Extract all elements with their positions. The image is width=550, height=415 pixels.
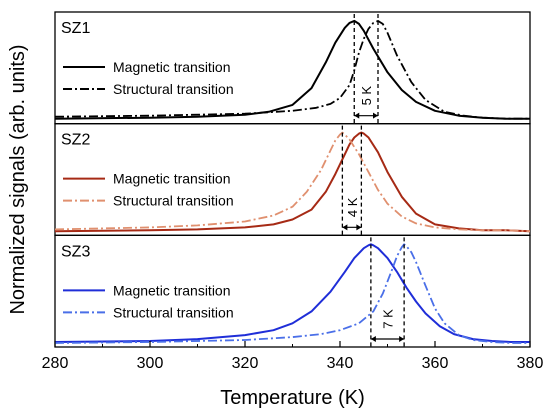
panel-sz2: 4 K SZ2 Magnetic transition Structural tran… bbox=[54, 123, 531, 236]
legend-entry-structural: Structural transition bbox=[113, 81, 234, 97]
legend-entry-structural: Structural transition bbox=[113, 304, 234, 320]
gap-arrowhead-left bbox=[342, 224, 348, 231]
gap-arrowhead-left bbox=[354, 112, 360, 119]
x-tick-label: 280 bbox=[42, 355, 69, 372]
x-axis-title: Temperature (K) bbox=[220, 387, 365, 409]
x-axis: 280 300 320 340 360 380 bbox=[42, 341, 544, 372]
gap-arrowhead-right bbox=[373, 112, 378, 119]
gap-label: 4 K bbox=[345, 197, 360, 217]
series-line-magnetic bbox=[54, 243, 530, 343]
panel-label: SZ3 bbox=[61, 243, 90, 260]
series-line-magnetic bbox=[54, 131, 531, 233]
legend-entry-magnetic: Magnetic transition bbox=[113, 282, 231, 298]
panel-sz1: 5 K SZ1 Magnetic transition Structural tran… bbox=[54, 11, 531, 125]
gap-arrowhead-right bbox=[399, 336, 405, 342]
x-tick-label: 380 bbox=[517, 355, 544, 372]
panel-label: SZ1 bbox=[61, 20, 90, 37]
legend-entry-magnetic: Magnetic transition bbox=[113, 171, 231, 187]
series-line-structural bbox=[54, 20, 530, 120]
x-tick-label: 320 bbox=[232, 355, 259, 372]
series-line-structural bbox=[54, 243, 530, 344]
legend-entry-structural: Structural transition bbox=[113, 193, 234, 209]
gap-label: 7 K bbox=[381, 309, 396, 329]
x-tick-label: 300 bbox=[137, 355, 164, 372]
x-tick-label: 340 bbox=[327, 355, 354, 372]
x-tick-label: 360 bbox=[422, 355, 449, 372]
panel-label: SZ2 bbox=[61, 132, 90, 149]
panel-sz3: 7 K SZ3 Magnetic transition Structural tran… bbox=[54, 234, 531, 348]
panels: 5 K SZ1 Magnetic transition Structural tran… bbox=[54, 11, 531, 348]
y-axis-title: Normalized signals (arb. units) bbox=[7, 44, 29, 314]
gap-arrowhead-right bbox=[356, 224, 362, 231]
gap-arrowhead-left bbox=[370, 336, 376, 342]
legend-entry-magnetic: Magnetic transition bbox=[113, 59, 231, 75]
gap-label: 5 K bbox=[359, 86, 374, 106]
